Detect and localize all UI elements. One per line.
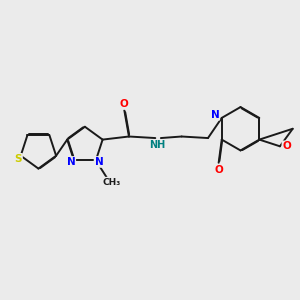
Text: O: O [120,99,129,109]
Text: S: S [14,154,22,164]
Text: CH₃: CH₃ [102,178,121,187]
Text: O: O [282,141,291,151]
Text: N: N [67,157,75,167]
Text: O: O [214,165,223,175]
Text: N: N [211,110,219,120]
Text: NH: NH [149,140,165,150]
Text: N: N [94,157,103,167]
